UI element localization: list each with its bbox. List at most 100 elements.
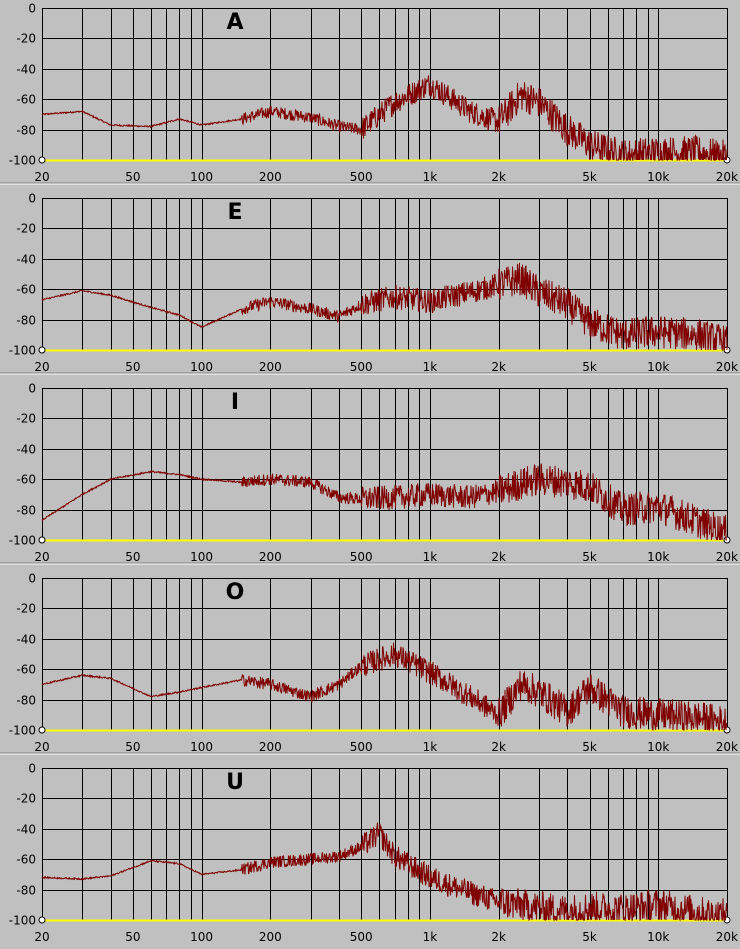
y-tick-label: -60 [16, 283, 36, 297]
x-tick-label: 20 [34, 170, 49, 184]
y-tick-label: -80 [16, 314, 36, 328]
y-tick-label: -80 [16, 504, 36, 518]
y-tick-label: -40 [16, 633, 36, 647]
x-tick-label: 10k [647, 550, 669, 564]
y-tick-label: -20 [16, 412, 36, 426]
chart-a: 0 -20 -40 -60 -80 -100 20 50 100 200 500 1k 2k 5k 10k 2… [9, 2, 738, 185]
y-tick-label: 0 [28, 572, 36, 586]
y-tick-label: -80 [16, 884, 36, 898]
x-tick-label: 100 [190, 170, 213, 184]
x-tick-label: 20k [716, 740, 738, 754]
x-tick-label: 500 [350, 170, 373, 184]
baseline-start-marker [38, 916, 46, 924]
chart-title: A [226, 10, 243, 35]
spectrum-trace [41, 75, 728, 161]
x-tick-label: 200 [259, 360, 282, 374]
x-tick-label: 1k [423, 360, 438, 374]
x-tick-label: 100 [190, 930, 213, 944]
y-tick-label: -20 [16, 792, 36, 806]
chart-o: 0 -20 -40 -60 -80 -100 20 50 100 200 500 1k 2k 5k 10k 2… [0, 562, 740, 754]
y-tick-label: -100 [9, 534, 36, 548]
y-tick-label: -20 [16, 222, 36, 236]
y-tick-label: 0 [28, 2, 36, 16]
x-tick-label: 10k [647, 170, 669, 184]
spectrum-trace [41, 262, 728, 352]
x-tick-label: 2k [491, 170, 506, 184]
x-tick-label: 2k [491, 740, 506, 754]
x-tick-label: 200 [259, 930, 282, 944]
x-tick-label: 20 [34, 550, 49, 564]
x-tick-label: 5k [582, 360, 597, 374]
x-tick-label: 20 [34, 360, 49, 374]
chart-title: O [226, 580, 245, 605]
x-tick-label: 10k [647, 360, 669, 374]
y-tick-label: -80 [16, 694, 36, 708]
y-tick-label: -40 [16, 63, 36, 77]
y-tick-label: -40 [16, 253, 36, 267]
x-tick-label: 50 [125, 930, 140, 944]
x-tick-label: 20k [716, 930, 738, 944]
y-tick-label: -40 [16, 443, 36, 457]
x-tick-label: 20 [34, 740, 49, 754]
y-tick-label: -60 [16, 663, 36, 677]
baseline-start-marker [38, 156, 46, 164]
x-tick-label: 1k [423, 550, 438, 564]
y-tick-label: -80 [16, 124, 36, 138]
x-tick-label: 50 [125, 360, 140, 374]
baseline-start-marker [38, 726, 46, 734]
x-tick-label: 5k [582, 930, 597, 944]
x-tick-label: 5k [582, 170, 597, 184]
x-tick-label: 50 [125, 550, 140, 564]
y-tick-label: -100 [9, 724, 36, 738]
y-tick-label: -60 [16, 473, 36, 487]
x-tick-label: 500 [350, 550, 373, 564]
x-tick-label: 20 [34, 930, 49, 944]
baseline-start-marker [38, 346, 46, 354]
y-tick-label: -100 [9, 154, 36, 168]
chart-title: U [226, 770, 244, 795]
chart-e: 0 -20 -40 -60 -80 -100 20 50 100 200 500 1k 2k 5k 10k 2… [0, 182, 740, 374]
x-tick-label: 100 [190, 740, 213, 754]
x-tick-label: 2k [491, 550, 506, 564]
chart-title: E [227, 200, 242, 225]
x-tick-label: 1k [423, 170, 438, 184]
x-tick-label: 500 [350, 930, 373, 944]
x-tick-label: 100 [190, 360, 213, 374]
x-tick-label: 500 [350, 740, 373, 754]
x-tick-label: 5k [582, 740, 597, 754]
x-tick-label: 1k [423, 930, 438, 944]
x-tick-label: 50 [125, 170, 140, 184]
x-tick-label: 10k [647, 740, 669, 754]
y-tick-label: 0 [28, 762, 36, 776]
y-tick-label: -100 [9, 914, 36, 928]
spectrum-trace [41, 463, 727, 541]
chart-i: 0 -20 -40 -60 -80 -100 20 50 100 200 500 1k 2k 5k 10k 2… [0, 372, 740, 564]
spectrum-trace [41, 642, 727, 731]
baseline-start-marker [38, 536, 46, 544]
y-tick-label: 0 [28, 382, 36, 396]
y-tick-label: -60 [16, 93, 36, 107]
chart-u: 0 -20 -40 -60 -80 -100 20 50 100 200 500 1k 2k 5k 10k 2… [0, 752, 740, 944]
spectrum-trace [41, 822, 728, 922]
y-tick-label: -20 [16, 602, 36, 616]
y-tick-label: -100 [9, 344, 36, 358]
x-tick-label: 100 [190, 550, 213, 564]
x-tick-label: 200 [259, 740, 282, 754]
x-tick-label: 20k [716, 170, 738, 184]
y-tick-label: -40 [16, 823, 36, 837]
x-tick-label: 20k [716, 360, 738, 374]
chart-title: I [231, 390, 239, 415]
y-tick-label: -20 [16, 32, 36, 46]
y-tick-label: 0 [28, 192, 36, 206]
y-tick-label: -60 [16, 853, 36, 867]
x-tick-label: 200 [259, 550, 282, 564]
x-tick-label: 10k [647, 930, 669, 944]
x-tick-label: 2k [491, 360, 506, 374]
x-tick-label: 1k [423, 740, 438, 754]
x-tick-label: 20k [716, 550, 738, 564]
x-tick-label: 200 [259, 170, 282, 184]
x-tick-label: 5k [582, 550, 597, 564]
x-tick-label: 500 [350, 360, 373, 374]
x-tick-label: 2k [491, 930, 506, 944]
